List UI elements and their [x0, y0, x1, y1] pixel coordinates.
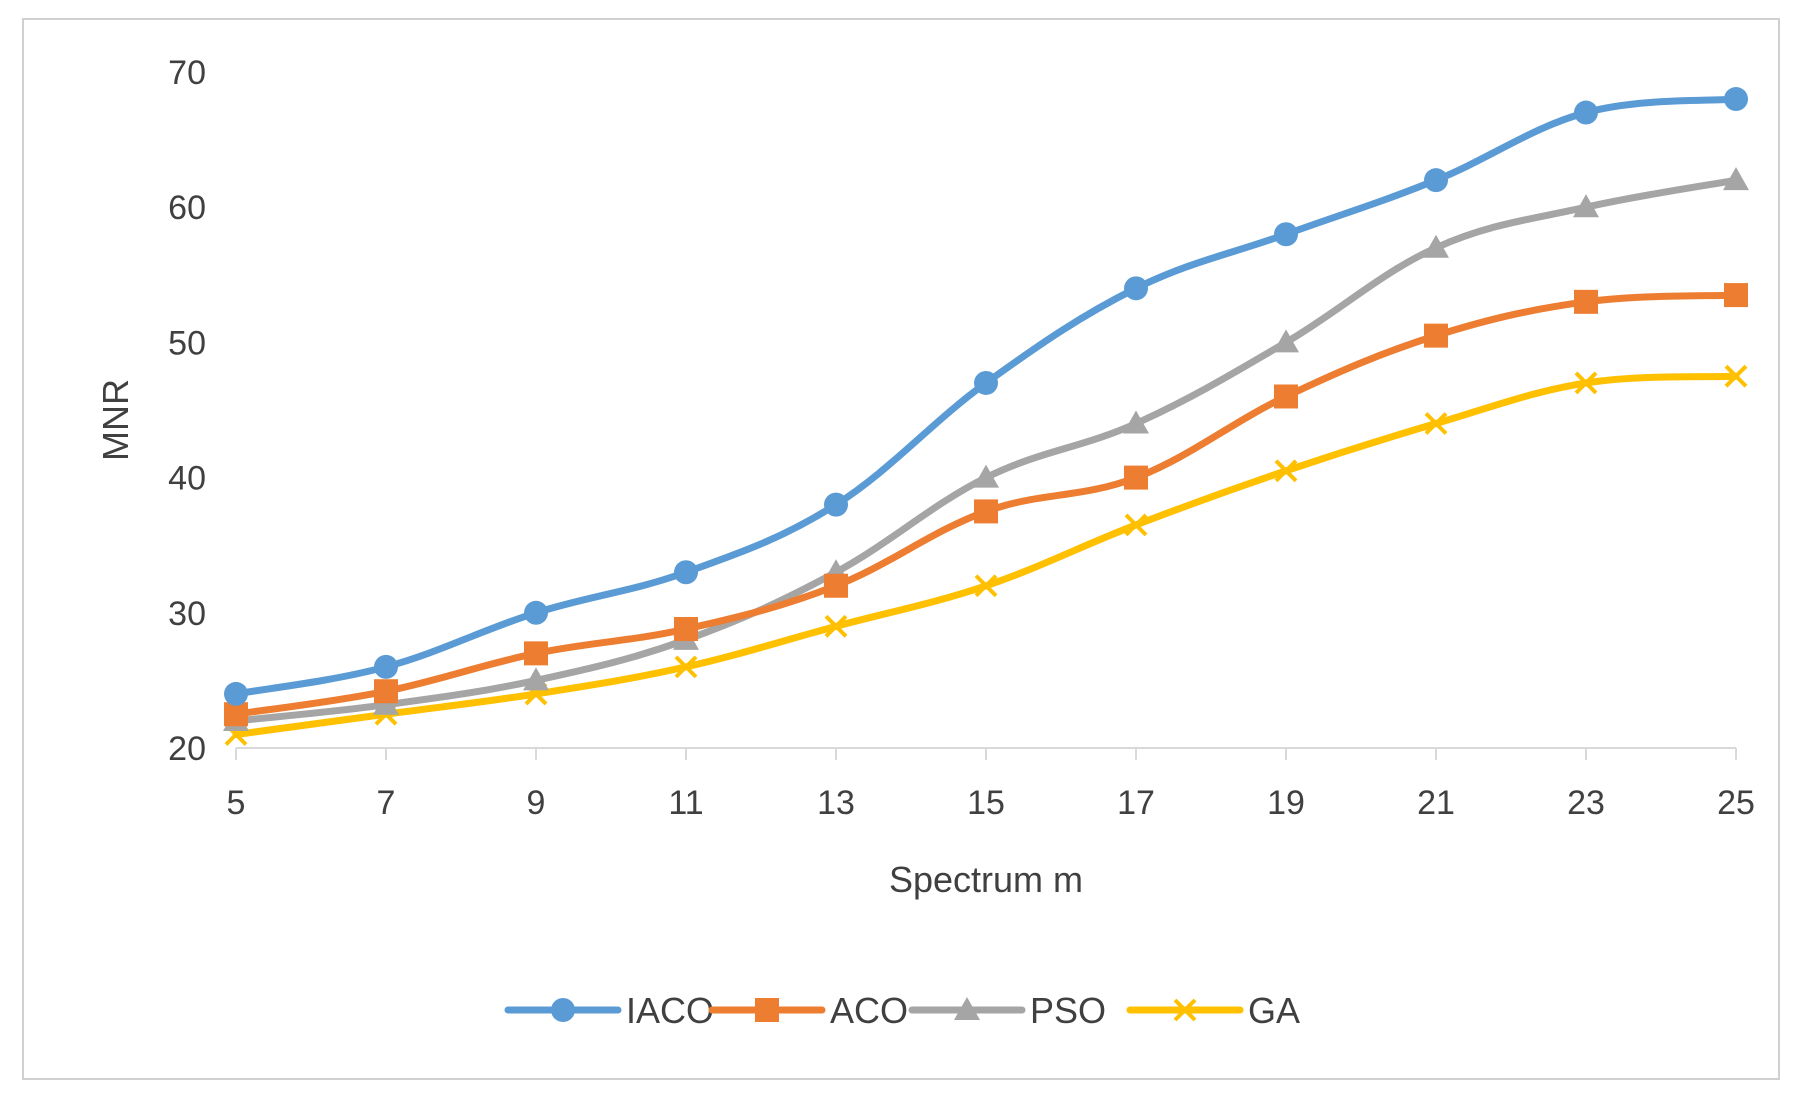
data-point-aco: [974, 499, 998, 524]
x-tick-label: 17: [1117, 784, 1155, 822]
series-ga: [224, 364, 1748, 746]
data-point-iaco: [224, 681, 248, 706]
data-point-ga: [824, 614, 848, 638]
y-tick-label: 40: [168, 460, 206, 498]
legend-swatch-marker: [954, 997, 980, 1020]
legend-label: PSO: [1030, 990, 1106, 1031]
data-point-ga: [974, 574, 998, 598]
x-tick-label: 9: [527, 784, 546, 822]
data-point-pso: [1573, 194, 1599, 218]
data-point-pso: [373, 691, 399, 715]
data-point-aco: [1274, 384, 1298, 409]
data-point-ga: [674, 655, 698, 679]
series-iaco: [224, 87, 1748, 706]
y-tick-label: 70: [168, 54, 206, 92]
data-point-pso: [1723, 167, 1749, 191]
data-point-aco: [1724, 283, 1748, 308]
legend-label: ACO: [830, 990, 908, 1031]
series-layer: [223, 87, 1749, 746]
data-point-pso: [973, 464, 999, 488]
legend-label: IACO: [626, 990, 714, 1031]
y-tick-label: 20: [168, 730, 206, 768]
data-point-aco: [1424, 323, 1448, 348]
data-point-iaco: [1124, 276, 1148, 301]
data-point-ga: [1424, 412, 1448, 435]
legend-item-pso: PSO: [908, 990, 1106, 1031]
data-point-aco: [524, 641, 548, 666]
series-line-ga: [232, 372, 1740, 738]
x-tick-label: 15: [967, 784, 1005, 822]
x-tick-label: 5: [227, 784, 246, 822]
y-tick-label: 30: [168, 595, 206, 633]
data-point-ga: [1574, 371, 1598, 395]
legend-swatch-marker: [1173, 998, 1197, 1022]
x-tick-label: 23: [1567, 784, 1605, 822]
data-point-aco: [374, 679, 398, 704]
legend: IACO ACO PSO GA: [504, 990, 1300, 1031]
data-point-ga: [1124, 513, 1148, 537]
legend-swatch-marker: [551, 998, 575, 1022]
y-tick-label: 50: [168, 324, 206, 362]
series-line-iaco: [232, 95, 1740, 698]
data-point-ga: [1274, 459, 1298, 483]
data-point-iaco: [974, 370, 998, 395]
data-point-aco: [1124, 465, 1148, 490]
x-tick-label: 13: [817, 784, 855, 822]
axes: 5 7 9 11 13 15 17 19 21 23 25 20 30 40 50 60 70 Spectrum …: [95, 54, 1755, 900]
data-point-pso: [523, 667, 549, 691]
x-axis-title: Spectrum m: [889, 859, 1083, 900]
data-point-iaco: [1274, 222, 1298, 247]
data-point-iaco: [1424, 168, 1448, 193]
data-point-pso: [1123, 410, 1149, 434]
y-tick-label: 60: [168, 189, 206, 227]
data-point-aco: [674, 617, 698, 642]
data-point-aco: [1574, 289, 1598, 314]
data-point-aco: [824, 573, 848, 598]
y-axis-title: MNR: [95, 379, 136, 461]
legend-item-ga: GA: [1126, 990, 1300, 1031]
data-point-iaco: [674, 560, 698, 585]
legend-swatch-marker: [755, 998, 779, 1022]
chart-frame: [22, 18, 1780, 1080]
legend-label: GA: [1248, 990, 1300, 1031]
x-tick-label: 11: [668, 784, 703, 822]
series-aco: [224, 283, 1748, 727]
data-point-ga: [1724, 364, 1748, 388]
series-pso: [223, 167, 1749, 731]
legend-item-aco: ACO: [708, 990, 908, 1031]
data-point-iaco: [1724, 87, 1748, 112]
x-tick-label: 25: [1717, 784, 1755, 822]
x-tick-label: 21: [1417, 784, 1455, 822]
data-point-aco: [224, 702, 248, 727]
data-point-iaco: [374, 654, 398, 679]
legend-item-iaco: IACO: [504, 990, 714, 1031]
data-point-iaco: [524, 600, 548, 625]
data-point-iaco: [1574, 100, 1598, 125]
x-tick-label: 19: [1267, 784, 1305, 822]
data-point-pso: [1273, 329, 1299, 353]
x-tick-label: 7: [377, 784, 396, 822]
data-point-pso: [1423, 234, 1449, 258]
data-point-iaco: [824, 492, 848, 517]
